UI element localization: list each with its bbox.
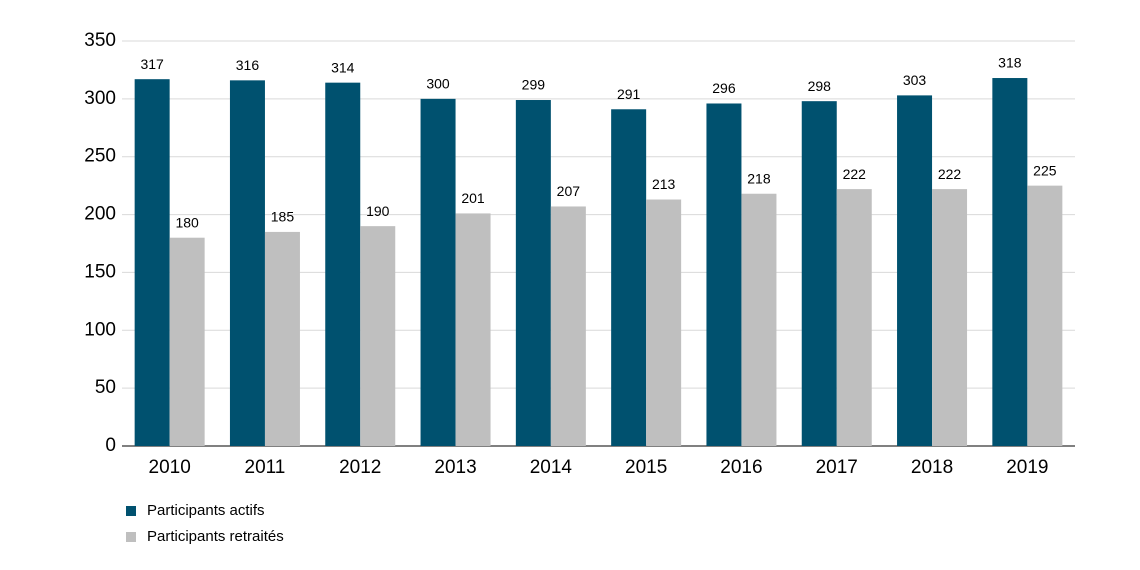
y-tick-label: 50 — [95, 377, 116, 398]
y-tick-label: 250 — [84, 146, 116, 167]
y-tick-label: 200 — [84, 204, 116, 225]
bar — [550, 206, 586, 446]
bar — [264, 231, 300, 446]
legend-swatch — [126, 506, 136, 516]
bar — [741, 193, 777, 446]
x-tick-label: 2010 — [149, 457, 191, 478]
legend-label: Participants actifs — [147, 502, 265, 519]
x-tick-label: 2016 — [720, 457, 762, 478]
bar — [420, 98, 456, 446]
value-label: 314 — [331, 59, 355, 75]
bar — [611, 109, 647, 447]
value-label: 317 — [140, 56, 164, 72]
bar — [646, 199, 682, 446]
bar — [932, 189, 968, 446]
bar — [992, 78, 1028, 447]
x-tick-label: 2019 — [1006, 457, 1048, 478]
value-label: 296 — [712, 80, 736, 96]
x-tick-label: 2013 — [434, 457, 476, 478]
value-label: 218 — [747, 170, 771, 186]
bar — [229, 80, 265, 446]
x-tick-label: 2015 — [625, 457, 667, 478]
legend-swatch — [126, 532, 136, 542]
value-label: 207 — [557, 183, 581, 199]
bar — [1027, 185, 1063, 446]
value-label: 303 — [903, 72, 927, 88]
bar — [801, 101, 837, 447]
bar — [169, 237, 205, 446]
x-tick-label: 2017 — [816, 457, 858, 478]
bar — [836, 189, 872, 446]
value-label: 185 — [271, 209, 295, 225]
value-label: 225 — [1033, 162, 1057, 178]
bar — [897, 95, 933, 446]
bar — [706, 103, 742, 446]
y-tick-label: 350 — [84, 30, 116, 51]
x-tick-label: 2014 — [530, 457, 573, 478]
x-tick-label: 2018 — [911, 457, 953, 478]
value-label: 299 — [522, 77, 546, 93]
value-label: 298 — [808, 78, 832, 94]
y-tick-label: 0 — [105, 435, 116, 456]
x-tick-label: 2012 — [339, 457, 381, 478]
value-label: 318 — [998, 55, 1022, 71]
value-label: 213 — [652, 176, 676, 192]
value-label: 222 — [938, 166, 962, 182]
value-label: 201 — [461, 190, 485, 206]
bar — [360, 226, 396, 446]
value-label: 316 — [236, 57, 260, 73]
y-tick-label: 150 — [84, 261, 116, 282]
value-label: 190 — [366, 203, 390, 219]
value-label: 222 — [843, 166, 867, 182]
y-tick-label: 100 — [84, 319, 116, 340]
x-tick-label: 2011 — [245, 457, 286, 478]
y-tick-label: 300 — [84, 88, 116, 109]
legend-label: Participants retraités — [147, 528, 284, 545]
value-label: 291 — [617, 86, 641, 102]
value-label: 180 — [175, 214, 199, 230]
value-label: 300 — [426, 76, 450, 92]
bar — [455, 213, 491, 446]
bar — [134, 79, 170, 446]
bar — [515, 100, 551, 446]
bar — [325, 82, 361, 447]
